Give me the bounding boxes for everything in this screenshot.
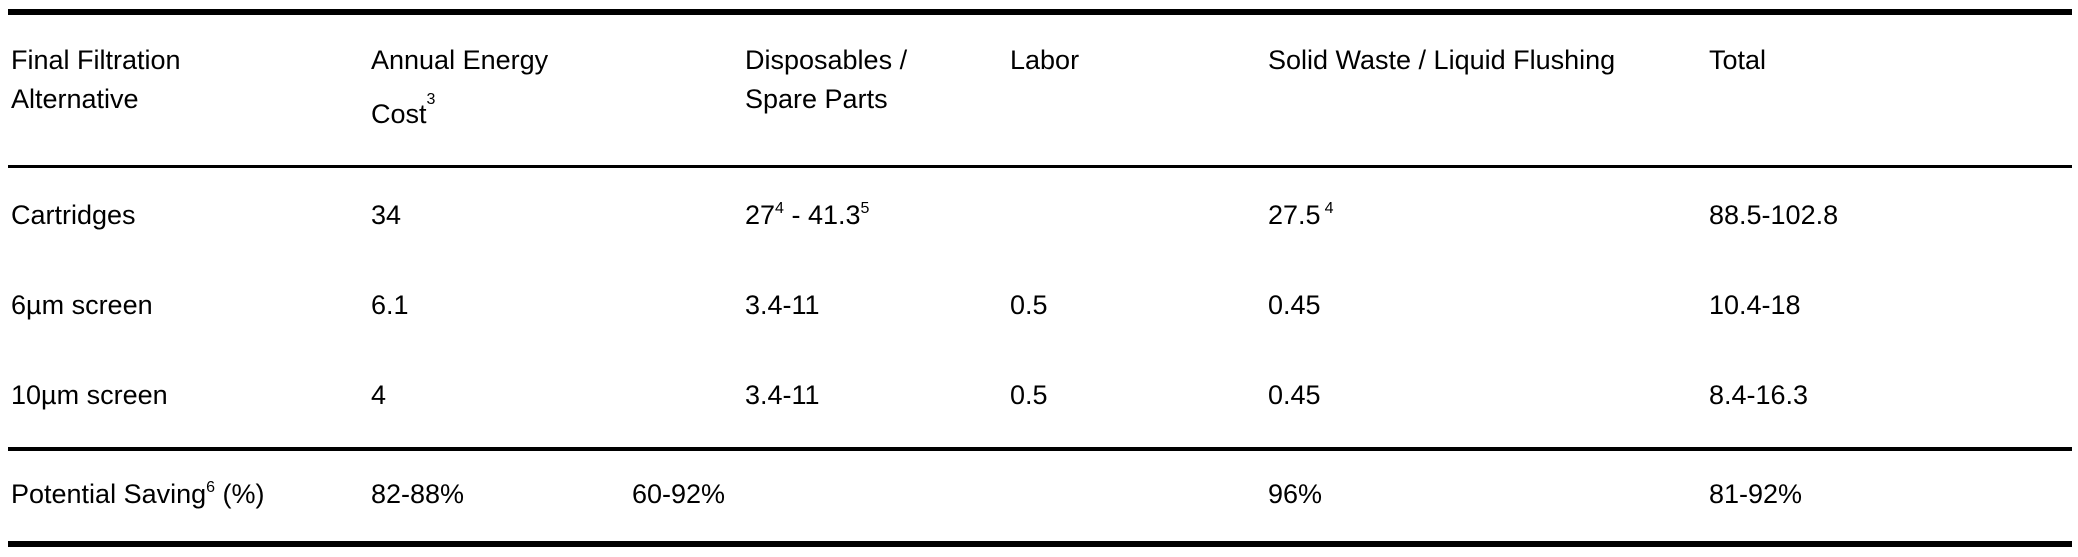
header-waste: Solid Waste / Liquid Flushing bbox=[1268, 45, 1616, 75]
saving-disposables: 60-92% bbox=[632, 479, 726, 509]
row-6um-total: 10.4-18 bbox=[1709, 290, 1801, 320]
footnote-4: 4 bbox=[1324, 200, 1334, 217]
header-labor: Labor bbox=[1010, 45, 1080, 75]
bottom-rule bbox=[8, 541, 2072, 547]
row-6um-energy: 6.1 bbox=[371, 290, 409, 320]
header-energy-1: Annual Energy bbox=[371, 45, 549, 75]
saving-total: 81-92% bbox=[1709, 479, 1803, 509]
waste-value: 27.5 bbox=[1268, 200, 1321, 230]
saving-label-text: Potential Saving bbox=[11, 479, 207, 509]
row-10um-disposables: 3.4-11 bbox=[745, 380, 820, 410]
header-rule bbox=[8, 165, 2072, 168]
row-6um-waste: 0.45 bbox=[1268, 290, 1321, 320]
saving-label: Potential Saving6 (%) bbox=[11, 478, 265, 510]
header-alternative-2: Alternative bbox=[11, 84, 139, 114]
saving-rule bbox=[8, 447, 2072, 451]
row-6um-name: 6µm screen bbox=[11, 290, 153, 320]
disp-low: 27 bbox=[745, 200, 776, 230]
row-10um-energy: 4 bbox=[371, 380, 387, 410]
row-6um-labor: 0.5 bbox=[1010, 290, 1048, 320]
saving-waste: 96% bbox=[1268, 479, 1323, 509]
row-6um-disposables: 3.4-11 bbox=[745, 290, 820, 320]
row-cartridges-name: Cartridges bbox=[11, 200, 136, 230]
row-10um-labor: 0.5 bbox=[1010, 380, 1048, 410]
footnote-4: 4 bbox=[775, 200, 784, 217]
disp-high: 41.3 bbox=[807, 200, 861, 230]
row-10um-name: 10µm screen bbox=[11, 380, 168, 410]
separator: - bbox=[783, 200, 808, 230]
footnote-3: 3 bbox=[426, 91, 436, 108]
header-energy-cost: Cost bbox=[371, 99, 427, 129]
row-10um-waste: 0.45 bbox=[1268, 380, 1321, 410]
header-disposables-1: Disposables / bbox=[745, 45, 908, 75]
header-energy-2: Cost3 bbox=[371, 91, 435, 130]
footnote-5: 5 bbox=[860, 200, 870, 217]
top-rule bbox=[8, 9, 2072, 15]
row-10um-total: 8.4-16.3 bbox=[1709, 380, 1809, 410]
row-cartridges-total: 88.5-102.8 bbox=[1709, 200, 1839, 230]
header-alternative-1: Final Filtration bbox=[11, 45, 181, 75]
row-cartridges-energy: 34 bbox=[371, 200, 402, 230]
saving-energy: 82-88% bbox=[371, 479, 465, 509]
saving-label-unit: (%) bbox=[215, 479, 265, 509]
header-disposables-2: Spare Parts bbox=[745, 84, 888, 114]
row-cartridges-waste: 27.5 4 bbox=[1268, 199, 1333, 231]
footnote-6: 6 bbox=[206, 479, 216, 496]
row-cartridges-disposables: 274 - 41.35 bbox=[745, 199, 869, 231]
header-total: Total bbox=[1709, 45, 1767, 75]
